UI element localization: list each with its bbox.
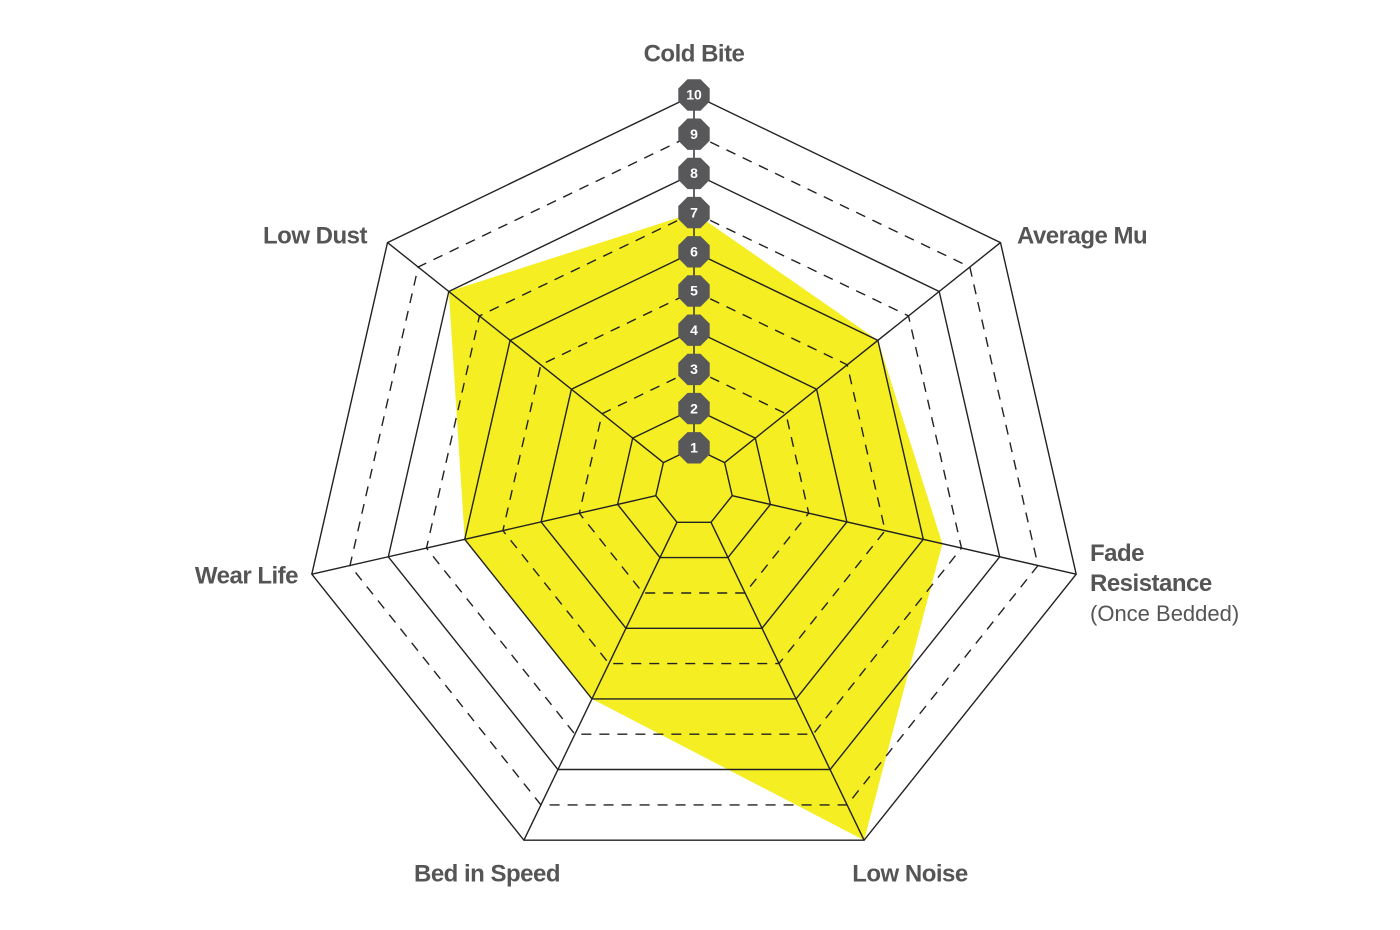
y-tick-label: 1 — [690, 440, 698, 456]
spoke — [724, 242, 1001, 464]
spoke — [732, 495, 1077, 575]
grid-ring — [425, 211, 963, 735]
grid-ring — [463, 251, 925, 700]
tick-badge — [678, 196, 710, 229]
spoke — [710, 522, 865, 841]
tick-badge — [678, 353, 710, 386]
tick-badge — [678, 118, 710, 150]
tick-badge — [678, 432, 710, 464]
axis-label: Low Dust — [263, 222, 367, 249]
tick-badge — [678, 79, 710, 111]
grid-ring — [349, 133, 1039, 806]
tick-badge — [678, 236, 710, 268]
grid-ring — [502, 290, 886, 665]
grid-ring — [578, 368, 810, 594]
spoke — [311, 495, 656, 575]
data-area — [448, 212, 943, 841]
y-tick-label: 2 — [690, 400, 698, 416]
grid-ring — [387, 172, 1001, 771]
y-tick-label: 6 — [690, 244, 698, 260]
axis-note: (Once Bedded) — [1090, 601, 1239, 626]
tick-badge — [678, 314, 710, 346]
tick-badge — [678, 157, 710, 190]
y-tick-label: 10 — [686, 87, 702, 103]
axis-label: Cold Bite — [644, 40, 745, 67]
y-tick-label: 9 — [690, 126, 698, 142]
axis-label: Average Mu — [1017, 222, 1147, 249]
tick-badge — [678, 392, 710, 425]
tick-badge — [678, 275, 710, 307]
grid-ring — [616, 407, 772, 559]
grid-ring — [311, 94, 1077, 841]
spoke — [387, 242, 664, 464]
grid-ring — [655, 447, 733, 523]
axis-label: Low Noise — [852, 860, 968, 887]
y-tick-label: 4 — [690, 322, 698, 338]
axis-label: Wear Life — [195, 562, 298, 589]
axis-label: Bed in Speed — [414, 860, 560, 887]
spoke — [523, 522, 678, 841]
y-tick-label: 3 — [690, 361, 698, 377]
y-tick-label: 7 — [690, 204, 698, 220]
y-tick-label: 8 — [690, 165, 698, 181]
axis-label: Fade Resistance — [1090, 540, 1212, 597]
grid-ring — [540, 329, 848, 629]
y-tick-label: 5 — [690, 283, 698, 299]
